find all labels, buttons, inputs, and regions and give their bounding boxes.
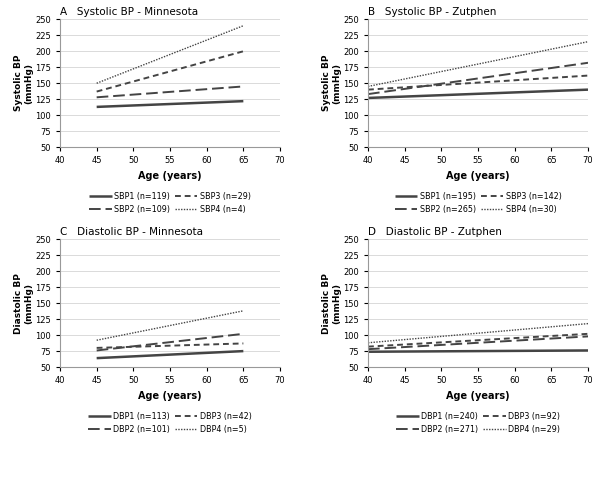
Y-axis label: Systolic BP
(mmHg): Systolic BP (mmHg) [322,55,342,112]
Legend: DBP1 (n=240), DBP2 (n=271), DBP3 (n=92), DBP4 (n=29): DBP1 (n=240), DBP2 (n=271), DBP3 (n=92),… [396,412,560,434]
X-axis label: Age (years): Age (years) [138,391,202,401]
Text: C   Diastolic BP - Minnesota: C Diastolic BP - Minnesota [60,227,203,237]
Text: A   Systolic BP - Minnesota: A Systolic BP - Minnesota [60,7,198,17]
X-axis label: Age (years): Age (years) [446,391,510,401]
Y-axis label: Systolic BP
(mmHg): Systolic BP (mmHg) [14,55,34,112]
Legend: DBP1 (n=113), DBP2 (n=101), DBP3 (n=42), DBP4 (n=5): DBP1 (n=113), DBP2 (n=101), DBP3 (n=42),… [88,412,252,434]
Text: D   Diastolic BP - Zutphen: D Diastolic BP - Zutphen [368,227,502,237]
X-axis label: Age (years): Age (years) [446,171,510,181]
Legend: SBP1 (n=119), SBP2 (n=109), SBP3 (n=29), SBP4 (n=4): SBP1 (n=119), SBP2 (n=109), SBP3 (n=29),… [89,192,251,214]
X-axis label: Age (years): Age (years) [138,171,202,181]
Y-axis label: Diastolic BP
(mmHg): Diastolic BP (mmHg) [322,273,342,334]
Y-axis label: Diastolic BP
(mmHg): Diastolic BP (mmHg) [14,273,34,334]
Legend: SBP1 (n=195), SBP2 (n=265), SBP3 (n=142), SBP4 (n=30): SBP1 (n=195), SBP2 (n=265), SBP3 (n=142)… [395,192,562,214]
Text: B   Systolic BP - Zutphen: B Systolic BP - Zutphen [368,7,496,17]
